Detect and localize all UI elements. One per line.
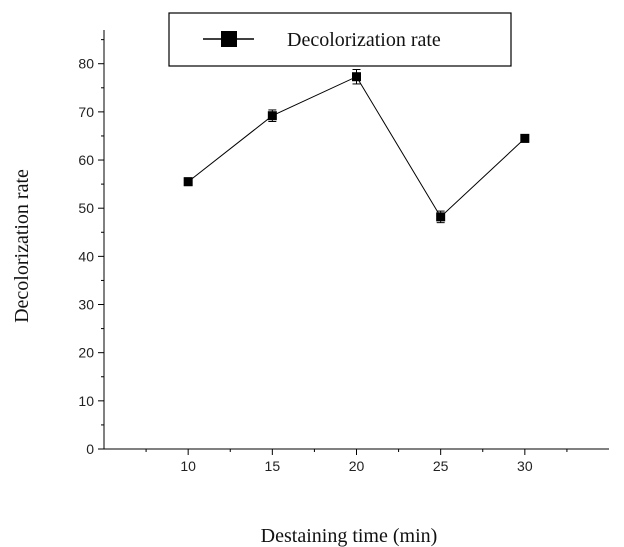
data-point-marker [520,133,530,143]
series-layer [183,68,530,224]
y-tick-label: 80 [78,56,94,72]
x-axis-label: Destaining time (min) [261,525,438,547]
x-tick-label: 10 [180,458,196,474]
legend-label: Decolorization rate [287,29,441,51]
y-tick-label: 20 [78,345,94,361]
y-axis-label: Decolorization rate [11,169,33,323]
data-point-marker [183,177,193,187]
y-ticks: 0 10 20 30 40 50 60 70 80 [78,39,104,457]
y-tick-label: 0 [86,441,94,457]
data-point-marker [352,72,361,82]
y-tick-label: 70 [78,104,94,120]
data-point-marker [436,212,446,222]
data-point-marker [267,111,277,121]
y-tick-label: 60 [78,152,94,168]
x-ticks: 10 15 20 25 30 [145,449,568,474]
x-tick-label: 20 [349,458,365,474]
y-tick-label: 30 [78,297,94,313]
series-line [187,76,526,218]
x-tick-label: 30 [517,458,533,474]
y-tick-label: 40 [78,248,94,264]
x-tick-label: 15 [265,458,281,474]
legend: Decolorization rate [168,12,512,67]
y-tick-label: 10 [78,393,94,409]
legend-marker-square [221,31,237,47]
y-tick-label: 50 [78,200,94,216]
x-tick-label: 25 [433,458,449,474]
